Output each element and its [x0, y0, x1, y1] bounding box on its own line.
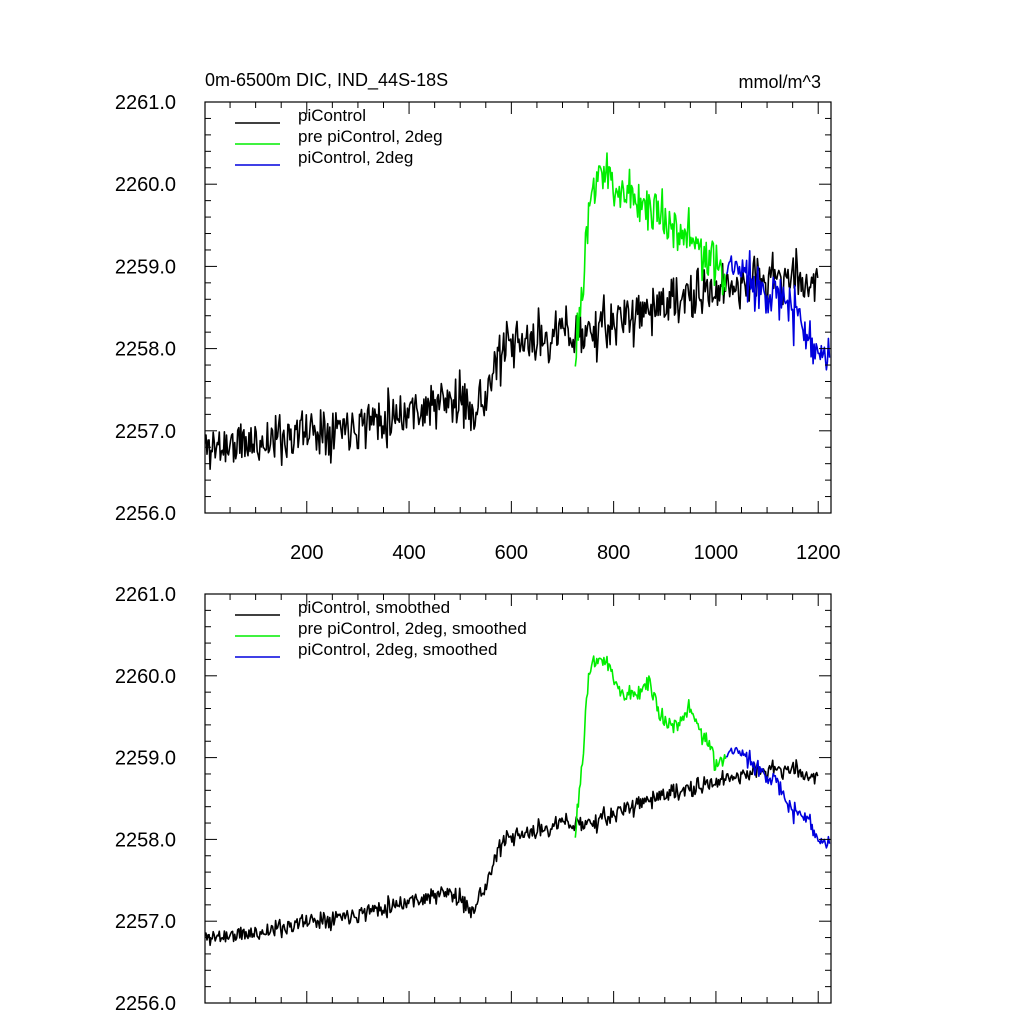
plot-frame [204, 593, 832, 1004]
x-tick-label: 1200 [796, 542, 841, 564]
units-label: mmol/m^3 [739, 72, 821, 92]
y-tick-label: 2257.0 [115, 421, 176, 443]
series-line-picontrol-2deg [725, 250, 831, 371]
chart-title: 0m-6500m DIC, IND_44S-18S [205, 70, 448, 91]
legend-label-pre-picontrol-2deg-smoothed: pre piControl, 2deg, smoothed [298, 619, 527, 638]
x-tick-label: 600 [495, 542, 528, 564]
y-tick-label: 2259.0 [115, 748, 176, 770]
y-tick-label: 2259.0 [115, 256, 176, 278]
plot-frame [204, 101, 832, 514]
y-tick-label: 2256.0 [115, 993, 176, 1015]
series-line-pre-picontrol-2deg [574, 152, 727, 367]
y-tick-label: 2261.0 [115, 92, 176, 114]
y-tick-label: 2258.0 [115, 339, 176, 361]
legend: piControl, smoothed pre piControl, 2deg, … [235, 598, 527, 659]
series-line-picontrol [205, 247, 819, 470]
x-tick-label: 1000 [694, 542, 739, 564]
x-tick-label: 400 [392, 542, 425, 564]
legend-label-picontrol-2deg: piControl, 2deg [298, 148, 413, 167]
y-tick-label: 2261.0 [115, 584, 176, 606]
x-tick-label: 200 [290, 542, 323, 564]
y-tick-label: 2256.0 [115, 503, 176, 525]
bottom-panel: 2256.0 2257.0 2258.0 2259.0 2260.0 2261.0 piCo… [115, 584, 832, 1015]
y-tick-label: 2260.0 [115, 174, 176, 196]
series-line-picontrol-2deg-smoothed [725, 746, 831, 849]
legend-label-picontrol-2deg-smoothed: piControl, 2deg, smoothed [298, 640, 497, 659]
top-panel: 2256.0 2257.0 2258.0 2259.0 2260.0 2261.0 200 4… [115, 70, 841, 564]
legend-label-picontrol-smoothed: piControl, smoothed [298, 598, 450, 617]
y-tick-label: 2257.0 [115, 911, 176, 933]
series-line-pre-picontrol-2deg-smoothed [574, 655, 727, 838]
legend: piControl pre piControl, 2deg piControl, 2… [235, 106, 443, 167]
x-tick-label: 800 [597, 542, 630, 564]
series-line-picontrol-smoothed [205, 759, 819, 947]
y-tick-label: 2258.0 [115, 829, 176, 851]
y-tick-label: 2260.0 [115, 666, 176, 688]
legend-label-picontrol: piControl [298, 106, 366, 125]
legend-label-pre-picontrol-2deg: pre piControl, 2deg [298, 127, 443, 146]
